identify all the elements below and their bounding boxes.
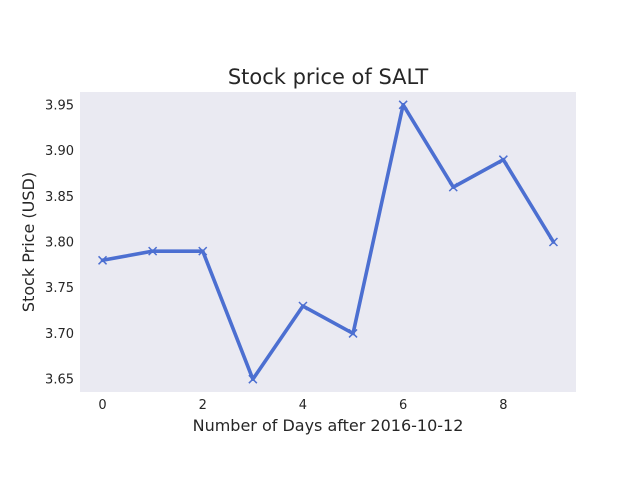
x-tick-label: 6	[399, 398, 407, 413]
y-axis-label: Stock Price (USD)	[19, 172, 38, 312]
x-axis-ticks: 0 2 4 6 8	[98, 398, 507, 413]
data-point-marker	[98, 255, 108, 265]
y-axis-ticks: 3.65 3.70 3.75 3.80 3.85 3.90 3.95	[45, 98, 74, 387]
data-point-marker	[298, 301, 308, 311]
plot-area	[80, 92, 576, 392]
data-point-marker	[498, 155, 508, 165]
y-tick-label: 3.90	[45, 144, 74, 159]
x-axis-label: Number of Days after 2016-10-12	[193, 416, 464, 435]
series-line	[100, 103, 556, 382]
series-markers	[98, 100, 558, 384]
x-tick-label: 8	[499, 398, 507, 413]
data-point-marker	[448, 182, 458, 192]
y-tick-label: 3.75	[45, 281, 74, 296]
y-tick-label: 3.85	[45, 190, 74, 205]
y-tick-label: 3.80	[45, 236, 74, 251]
x-tick-label: 4	[299, 398, 307, 413]
data-point-marker	[548, 237, 558, 247]
x-tick-label: 0	[98, 398, 106, 413]
data-point-marker	[398, 100, 408, 110]
y-tick-label: 3.95	[45, 98, 74, 113]
data-point-marker	[198, 246, 208, 256]
y-tick-label: 3.65	[45, 373, 74, 388]
chart-title: Stock price of SALT	[228, 65, 429, 89]
y-tick-label: 3.70	[45, 327, 74, 342]
data-point-marker	[348, 328, 358, 338]
data-point-marker	[148, 246, 158, 256]
x-tick-label: 2	[199, 398, 207, 413]
data-point-marker	[248, 374, 258, 384]
